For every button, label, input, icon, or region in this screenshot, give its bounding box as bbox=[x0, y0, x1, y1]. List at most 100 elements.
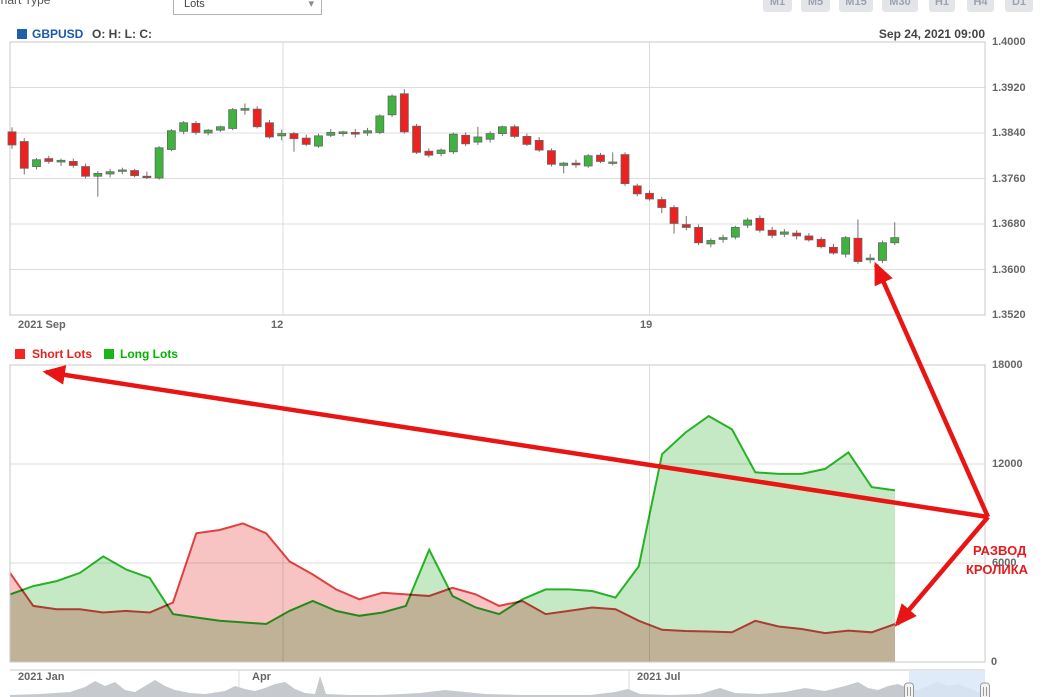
ohlc-label: O: H: L: C: bbox=[92, 27, 152, 41]
candle bbox=[497, 126, 507, 134]
timeframe-button-m1[interactable]: M1 bbox=[763, 0, 792, 12]
candle bbox=[583, 155, 593, 167]
candle bbox=[154, 147, 164, 179]
candle bbox=[44, 158, 54, 162]
lots-y-tick: 6000 bbox=[992, 557, 1017, 569]
candle bbox=[277, 133, 287, 137]
candle bbox=[853, 237, 863, 262]
candle bbox=[265, 122, 274, 138]
candle bbox=[412, 125, 421, 153]
navigator-selection[interactable] bbox=[909, 671, 985, 697]
candle bbox=[191, 122, 201, 133]
candle bbox=[424, 150, 434, 156]
candle bbox=[632, 185, 642, 195]
lots-y-tick: 12000 bbox=[992, 458, 1023, 470]
candle bbox=[117, 169, 127, 172]
price-y-tick: 1.3840 bbox=[992, 127, 1026, 139]
lots-x-tick: 2021 Jul bbox=[637, 671, 681, 683]
candle bbox=[399, 93, 409, 133]
symbol-label: GBPUSD bbox=[32, 27, 84, 41]
candle bbox=[19, 141, 29, 169]
candle bbox=[510, 126, 520, 137]
candle bbox=[559, 162, 569, 166]
annotation-arrow bbox=[873, 261, 991, 518]
candle bbox=[473, 136, 483, 143]
annotation-arrow bbox=[42, 365, 989, 520]
candle bbox=[608, 161, 618, 164]
candle bbox=[657, 199, 667, 208]
price-x-tick: 19 bbox=[640, 319, 653, 331]
chart-type-dropdown[interactable]: Lots ▾ bbox=[173, 0, 322, 15]
candle bbox=[375, 115, 385, 133]
candle bbox=[485, 133, 495, 140]
price-y-tick: 1.4000 bbox=[992, 36, 1026, 48]
candle bbox=[289, 133, 299, 140]
price-x-tick: 2021 Sep bbox=[18, 319, 66, 331]
candle bbox=[792, 232, 802, 237]
timeframe-button-h4[interactable]: H4 bbox=[967, 0, 994, 12]
candle bbox=[179, 122, 189, 132]
navigator-handle-right[interactable] bbox=[980, 682, 990, 697]
navigator-mini-chart bbox=[10, 676, 985, 697]
candle bbox=[338, 131, 348, 134]
candle bbox=[326, 132, 336, 136]
candle bbox=[571, 162, 581, 166]
chart-timestamp: Sep 24, 2021 09:00 bbox=[878, 27, 985, 41]
candle bbox=[890, 237, 900, 244]
chevron-down-icon: ▾ bbox=[308, 0, 314, 10]
candle bbox=[743, 219, 752, 226]
candle bbox=[681, 224, 691, 228]
price-y-tick: 1.3600 bbox=[992, 263, 1026, 276]
series-color-swatch bbox=[17, 29, 27, 39]
timeframe-button-m30[interactable]: M30 bbox=[882, 0, 918, 12]
candle bbox=[718, 237, 728, 240]
candle bbox=[314, 135, 323, 147]
candle bbox=[436, 149, 446, 154]
candle bbox=[387, 95, 397, 116]
lots-y-tick: 18000 bbox=[992, 359, 1023, 371]
price-x-tick: 12 bbox=[271, 319, 284, 331]
candle bbox=[81, 166, 90, 177]
candle bbox=[130, 170, 140, 177]
candle bbox=[7, 131, 17, 146]
candle bbox=[56, 159, 66, 163]
candle bbox=[755, 217, 765, 231]
short-lots-area bbox=[9, 522, 896, 662]
candle bbox=[105, 171, 115, 175]
candle bbox=[534, 139, 544, 151]
legend-item-long-lots[interactable]: Long Lots bbox=[120, 347, 178, 361]
candlestick-series bbox=[7, 89, 900, 264]
candle bbox=[252, 108, 262, 128]
candle bbox=[203, 129, 213, 134]
candle bbox=[694, 227, 703, 244]
timeframe-button-m15[interactable]: M15 bbox=[839, 0, 873, 12]
timeframe-button-m5[interactable]: M5 bbox=[801, 0, 830, 12]
candle bbox=[547, 150, 556, 165]
navigator-handle-left[interactable] bbox=[904, 682, 914, 697]
price-y-tick: 1.3680 bbox=[992, 218, 1026, 230]
chart-type-label: Chart Type bbox=[0, 0, 51, 7]
price-chart-plot bbox=[9, 41, 986, 316]
lots-x-tick: Apr bbox=[252, 671, 271, 683]
candle bbox=[706, 240, 716, 245]
chart-type-dropdown-value: Lots bbox=[184, 0, 205, 10]
candle bbox=[461, 134, 471, 145]
candle bbox=[767, 229, 777, 236]
lots-x-tick: 2021 Jan bbox=[18, 671, 65, 683]
candle bbox=[829, 246, 838, 254]
price-y-tick: 1.3760 bbox=[992, 172, 1026, 185]
candle bbox=[350, 132, 360, 135]
candle bbox=[865, 257, 875, 261]
candle bbox=[645, 192, 654, 200]
annotation-text-line2: КРОЛИКА bbox=[966, 562, 1029, 577]
timeframe-button-d1[interactable]: D1 bbox=[1005, 0, 1033, 12]
candle bbox=[804, 235, 814, 241]
candle bbox=[816, 238, 826, 248]
price-y-tick: 1.3520 bbox=[992, 309, 1026, 321]
candle bbox=[142, 175, 152, 179]
legend-item-short-lots[interactable]: Short Lots bbox=[32, 347, 92, 361]
timeframe-button-h1[interactable]: H1 bbox=[929, 0, 955, 12]
candle bbox=[878, 242, 887, 261]
